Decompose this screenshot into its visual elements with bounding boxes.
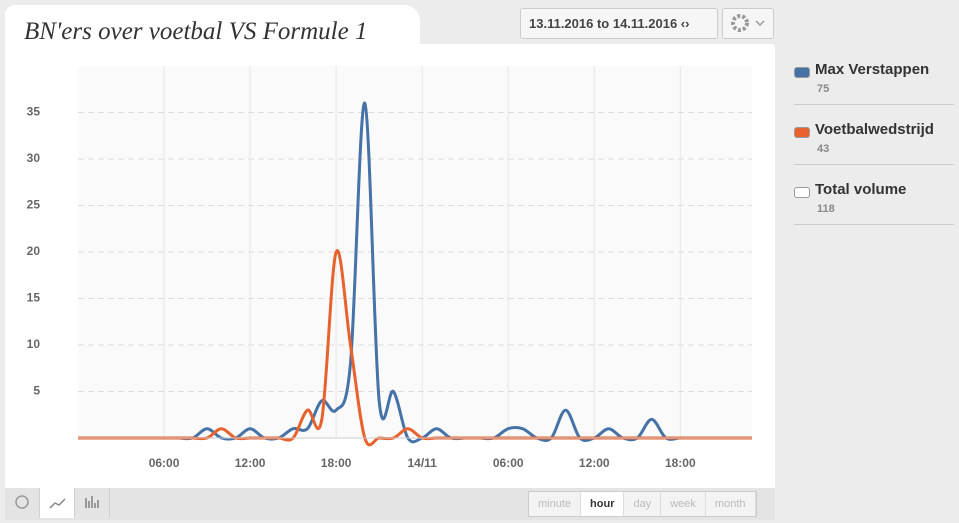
legend-swatch (794, 127, 810, 138)
legend: Max Verstappen 75 Voetbalwedstrijd 43 To… (794, 45, 954, 225)
line-view[interactable] (40, 488, 75, 518)
y-tick-label: 25 (27, 198, 41, 212)
granularity-button[interactable]: day (624, 492, 662, 516)
granularity: minute hour day week month (528, 491, 757, 517)
pie-view[interactable] (5, 488, 40, 518)
settings-button[interactable] (722, 8, 774, 39)
legend-swatch (794, 187, 810, 198)
legend-total: 43 (817, 143, 830, 155)
x-tick-label: 06:00 (493, 456, 524, 470)
y-tick-label: 10 (27, 337, 41, 351)
x-tick-label: 12:00 (579, 456, 610, 470)
title-tab (5, 5, 420, 50)
granularity-button[interactable]: hour (581, 492, 625, 516)
bottom-bar: minute hour day week month (5, 488, 775, 520)
bar-view[interactable] (75, 488, 110, 518)
legend-total: 75 (817, 83, 830, 95)
x-tick-label: 06:00 (149, 456, 180, 470)
legend-item[interactable]: Total volume 118 (794, 165, 954, 225)
legend-name: Total volume (815, 181, 907, 198)
chart: 06:00 12:00 18:00 14/11 06:00 12:00 18:00 5 10 15… (27, 66, 752, 470)
x-tick-label: 18:00 (665, 456, 696, 470)
y-tick-label: 20 (27, 244, 41, 258)
granularity-button[interactable]: minute (529, 492, 582, 516)
y-tick-label: 15 (27, 291, 41, 305)
legend-item[interactable]: Max Verstappen 75 (794, 45, 954, 105)
y-tick-label: 35 (27, 105, 41, 119)
y-tick-label: 5 (33, 384, 40, 398)
x-tick-label: 12:00 (235, 456, 266, 470)
gear-icon (731, 14, 765, 32)
legend-item[interactable]: Voetbalwedstrijd 43 (794, 105, 954, 165)
x-tick-label: 14/11 (407, 456, 437, 470)
date-range-text: 13.11.2016 to 14.11.2016 (529, 16, 678, 31)
x-tick-label: 18:00 (321, 456, 352, 470)
chart-title: BN'ers over voetbal VS Formule 1 (24, 18, 368, 45)
y-tick-label: 30 (27, 151, 41, 165)
legend-swatch (794, 67, 810, 78)
legend-name: Max Verstappen (815, 61, 930, 78)
legend-name: Voetbalwedstrijd (815, 121, 934, 138)
granularity-button[interactable]: week (661, 492, 706, 516)
date-range[interactable]: 13.11.2016 to 14.11.2016 ‹› (520, 8, 718, 39)
granularity-button[interactable]: month (706, 492, 756, 516)
legend-total: 118 (817, 203, 835, 215)
